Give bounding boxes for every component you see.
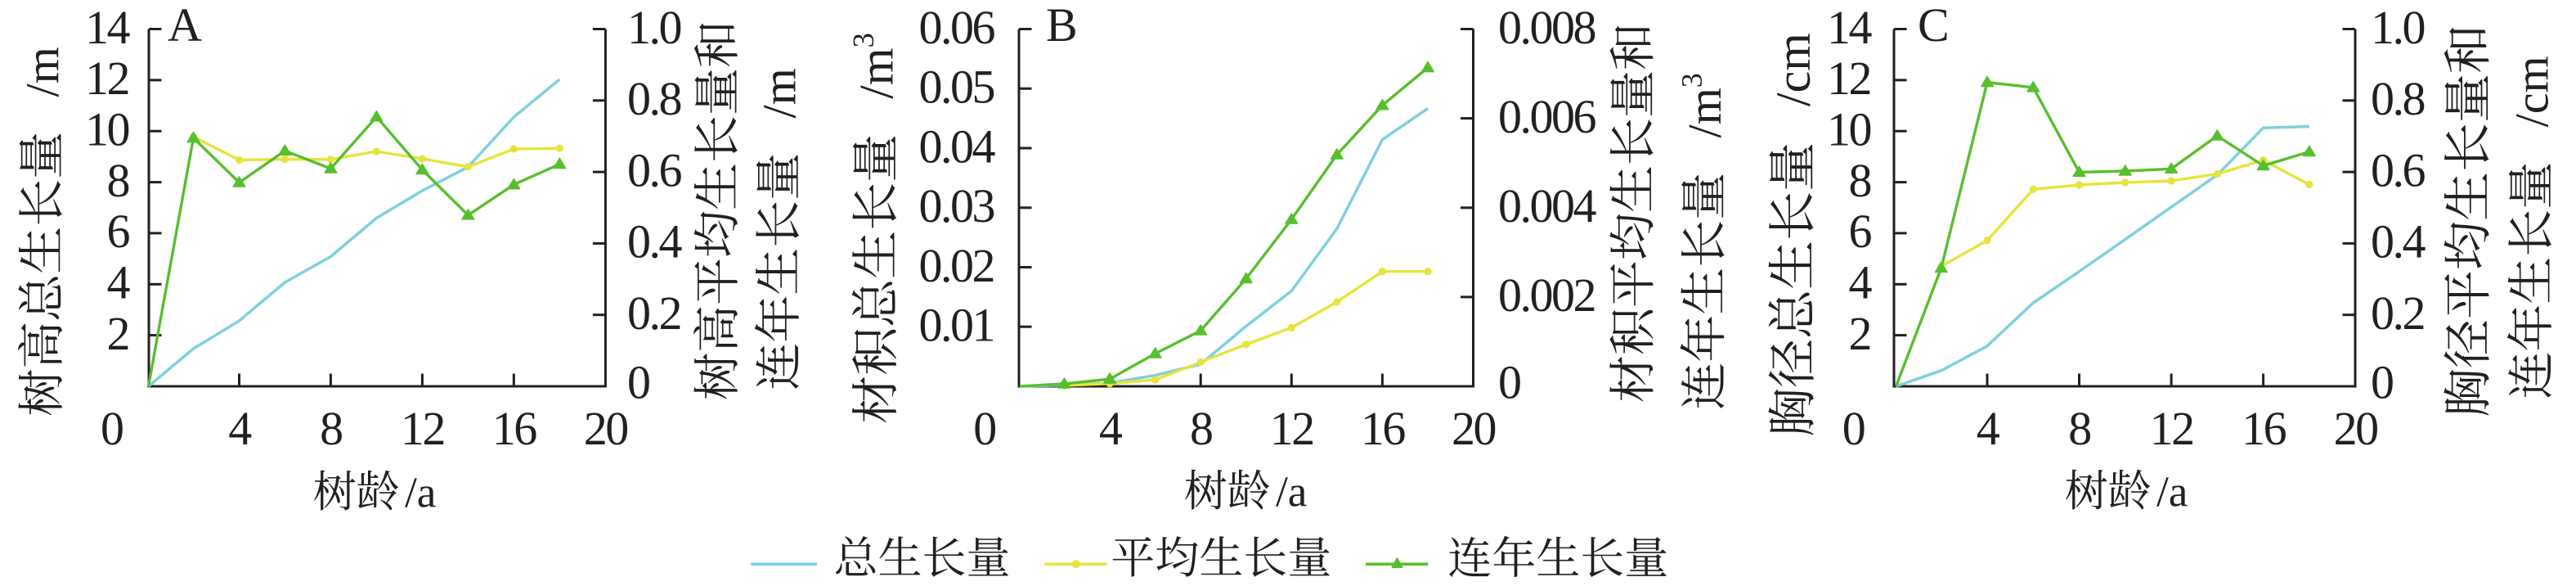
svg-text:8: 8 <box>107 154 129 207</box>
svg-text:B: B <box>1046 0 1075 52</box>
svg-text:12: 12 <box>401 402 444 455</box>
svg-text:0: 0 <box>2371 355 2393 408</box>
svg-text:0.6: 0.6 <box>2371 143 2426 196</box>
svg-text:C: C <box>1918 0 1947 52</box>
svg-text:20: 20 <box>2334 402 2378 455</box>
svg-text:10: 10 <box>85 103 129 156</box>
svg-text:8: 8 <box>2068 402 2090 455</box>
svg-text:2: 2 <box>107 307 129 360</box>
svg-text:0.2: 0.2 <box>627 286 680 340</box>
svg-text:0.4: 0.4 <box>2371 215 2426 268</box>
svg-text:0.2: 0.2 <box>2371 286 2424 340</box>
svg-text:16: 16 <box>2242 402 2287 455</box>
svg-text:10: 10 <box>1827 103 1871 156</box>
svg-text:0.006: 0.006 <box>1498 90 1596 143</box>
svg-text:14: 14 <box>1827 1 1873 54</box>
svg-text:16: 16 <box>1361 402 1406 455</box>
svg-text:0: 0 <box>101 402 123 455</box>
svg-text:0: 0 <box>1842 402 1865 455</box>
svg-text:20: 20 <box>584 402 628 455</box>
svg-text:2: 2 <box>1849 307 1871 360</box>
svg-text:4: 4 <box>1849 256 1873 309</box>
svg-text:0.03: 0.03 <box>919 179 994 232</box>
svg-text:0.06: 0.06 <box>919 1 995 54</box>
svg-text:0.6: 0.6 <box>627 143 682 196</box>
svg-text:0.8: 0.8 <box>2371 72 2425 125</box>
svg-text:1.0: 1.0 <box>2371 1 2425 54</box>
svg-text:0: 0 <box>627 355 649 408</box>
svg-text:8: 8 <box>320 402 342 455</box>
svg-text:0.8: 0.8 <box>627 72 681 125</box>
svg-text:0.05: 0.05 <box>919 61 994 114</box>
svg-text:6: 6 <box>1849 205 1872 258</box>
svg-text:6: 6 <box>107 205 130 258</box>
svg-text:4: 4 <box>228 402 252 455</box>
svg-text:12: 12 <box>1270 402 1313 455</box>
svg-text:0: 0 <box>973 402 995 455</box>
svg-text:16: 16 <box>492 402 537 455</box>
svg-text:20: 20 <box>1452 402 1496 455</box>
svg-text:12: 12 <box>1827 52 1870 105</box>
svg-text:4: 4 <box>107 256 131 309</box>
svg-text:0.002: 0.002 <box>1498 268 1595 322</box>
svg-text:0.01: 0.01 <box>919 299 994 352</box>
svg-text:8: 8 <box>1190 402 1212 455</box>
svg-text:0.004: 0.004 <box>1498 179 1597 232</box>
svg-text:8: 8 <box>1849 154 1871 207</box>
svg-text:14: 14 <box>85 1 131 54</box>
svg-text:0.008: 0.008 <box>1498 1 1595 54</box>
svg-text:0: 0 <box>1498 355 1520 408</box>
svg-text:1.0: 1.0 <box>627 1 681 54</box>
svg-text:4: 4 <box>1099 402 1123 455</box>
svg-text:0.04: 0.04 <box>919 119 996 173</box>
svg-text:4: 4 <box>1977 402 2000 455</box>
svg-text:0.02: 0.02 <box>919 239 994 292</box>
svg-text:0.4: 0.4 <box>627 215 683 268</box>
svg-text:12: 12 <box>85 52 128 105</box>
svg-text:A: A <box>168 0 202 52</box>
svg-text:12: 12 <box>2150 402 2193 455</box>
